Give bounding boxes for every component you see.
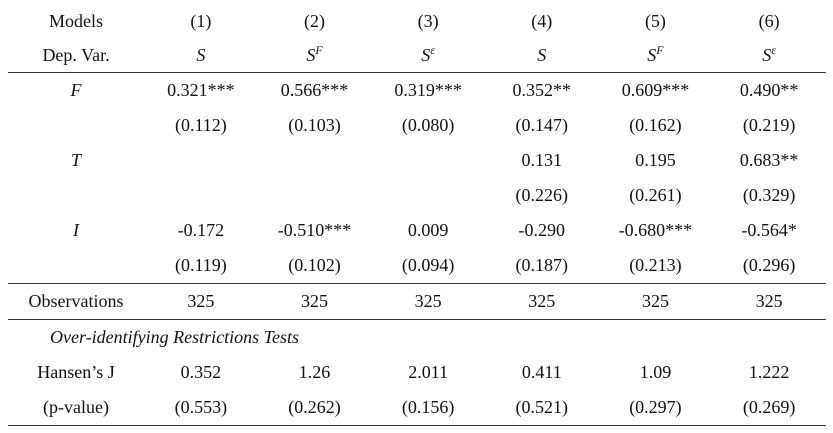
hansen-cell: 1.222: [748, 362, 790, 382]
observations-cell: 325: [257, 283, 372, 320]
coef-cell: 0.566***: [280, 80, 349, 100]
depvar-base: S: [421, 44, 431, 65]
coef-cell: -0.564*: [741, 220, 797, 240]
observations-cell: 325: [712, 283, 826, 320]
coef-cell: [371, 143, 485, 178]
model-number: (1): [190, 10, 212, 31]
models-label: Models: [49, 10, 104, 31]
coef-cell: -0.510***: [277, 220, 352, 240]
coef-cell: 0.683**: [739, 150, 799, 170]
depvar-base: S: [306, 44, 316, 65]
variable-label: T: [71, 150, 82, 170]
coef-cell: 0.195: [635, 150, 676, 170]
se-cell: (0.112): [174, 115, 227, 135]
coef-cell: -0.680***: [618, 220, 693, 240]
coef-row-i: I -0.172 -0.510*** 0.009 -0.290 -0.680**…: [8, 213, 826, 248]
coef-cell: [144, 143, 258, 178]
depvar-cell: SF: [598, 38, 713, 73]
variable-label: F: [70, 80, 82, 100]
se-row-f: (0.112) (0.103) (0.080) (0.147) (0.162) …: [8, 108, 826, 143]
depvar-row: Dep. Var. S SF Sε S SF Sε: [8, 38, 826, 73]
depvar-label: Dep. Var.: [8, 38, 145, 73]
coef-cell: [258, 143, 372, 178]
hansen-cell: 1.26: [298, 362, 331, 382]
pvalue-cell: (0.262): [257, 390, 372, 426]
se-cell: (0.296): [712, 248, 826, 284]
hansen-cell: 2.011: [408, 362, 449, 382]
se-cell: (0.119): [144, 248, 258, 284]
depvar-base: S: [537, 44, 547, 65]
hansen-cell: 0.352: [180, 362, 222, 382]
observations-cell: 325: [371, 283, 485, 320]
se-row-i: (0.119) (0.102) (0.094) (0.187) (0.213) …: [8, 248, 826, 284]
depvar-cell: S: [484, 38, 599, 73]
pvalue-label: (p-value): [8, 390, 145, 426]
model-number: (4): [531, 10, 553, 31]
coef-cell: 0.490**: [739, 80, 799, 100]
depvar-cell: Sε: [712, 38, 826, 73]
se-cell: (0.162): [629, 115, 682, 135]
observations-cell: 325: [484, 283, 599, 320]
depvar-base: S: [762, 44, 772, 65]
coef-row-t: T 0.131 0.195 0.683**: [8, 143, 826, 178]
depvar-superscript: F: [315, 42, 323, 57]
se-cell: (0.102): [257, 248, 372, 284]
se-cell: (0.103): [288, 115, 341, 135]
se-cell: (0.329): [742, 185, 796, 205]
se-cell: (0.080): [401, 115, 455, 135]
se-cell: (0.094): [371, 248, 485, 284]
pvalue-cell: (0.269): [712, 390, 826, 426]
coef-cell: -0.172: [177, 220, 225, 240]
se-cell: (0.226): [515, 185, 569, 205]
depvar-superscript: ε: [430, 42, 436, 57]
coef-cell: 0.319***: [394, 80, 462, 100]
tests-section-row: Over-identifying Restrictions Tests: [8, 320, 826, 356]
depvar-superscript: F: [656, 42, 664, 57]
model-number: (6): [758, 10, 780, 31]
model-number: (5): [644, 10, 666, 31]
hansen-label: Hansen’s J: [37, 362, 115, 382]
depvar-base: S: [196, 44, 206, 65]
regression-table: Models (1) (2) (3) (4) (5) (6) Dep. Var.…: [8, 4, 826, 426]
observations-label: Observations: [8, 283, 145, 320]
observations-row: Observations 325 325 325 325 325 325: [8, 283, 826, 320]
se-cell: (0.261): [629, 185, 682, 205]
se-cell: (0.187): [484, 248, 599, 284]
observations-cell: 325: [144, 283, 258, 320]
depvar-cell: Sε: [371, 38, 485, 73]
observations-cell: 325: [598, 283, 713, 320]
coef-row-f: F 0.321*** 0.566*** 0.319*** 0.352** 0.6…: [8, 73, 826, 109]
pvalue-cell: (0.553): [144, 390, 258, 426]
hansen-cell: 1.09: [639, 362, 672, 382]
depvar-base: S: [647, 44, 657, 65]
se-cell: [144, 178, 258, 213]
models-row: Models (1) (2) (3) (4) (5) (6): [8, 4, 826, 38]
coef-cell: 0.131: [521, 150, 563, 170]
model-number: (3): [417, 10, 439, 31]
coef-cell: 0.009: [407, 220, 449, 240]
hansen-cell: 0.411: [521, 362, 562, 382]
variable-label: I: [73, 220, 80, 240]
depvar-cell: S: [144, 38, 258, 73]
se-cell: [258, 178, 372, 213]
coef-cell: 0.352**: [512, 80, 572, 100]
depvar-cell: SF: [257, 38, 372, 73]
depvar-superscript: ε: [771, 42, 776, 57]
pvalue-cell: (0.156): [371, 390, 485, 426]
pvalue-cell: (0.297): [598, 390, 713, 426]
model-number: (2): [304, 10, 326, 31]
tests-section-title: Over-identifying Restrictions Tests: [50, 327, 299, 347]
coef-cell: 0.321***: [167, 80, 235, 100]
se-cell: (0.147): [515, 115, 569, 135]
hansen-row: Hansen’s J 0.352 1.26 2.011 0.411 1.09 1…: [8, 355, 826, 390]
coef-cell: -0.290: [518, 220, 566, 240]
pvalue-cell: (0.521): [484, 390, 599, 426]
se-cell: (0.213): [598, 248, 713, 284]
se-cell: (0.219): [742, 115, 796, 135]
pvalue-row: (p-value) (0.553) (0.262) (0.156) (0.521…: [8, 390, 826, 426]
se-cell: [371, 178, 485, 213]
se-row-t: (0.226) (0.261) (0.329): [8, 178, 826, 213]
coef-cell: 0.609***: [621, 80, 690, 100]
